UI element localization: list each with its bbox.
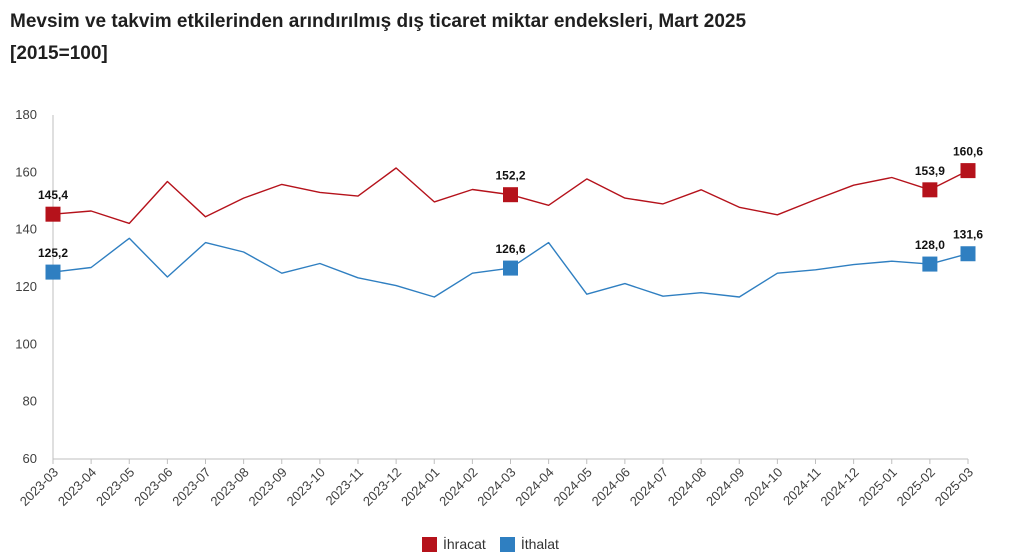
- x-tick-label: 2023-10: [284, 465, 328, 509]
- legend-item-ihracat[interactable]: İhracat: [422, 536, 486, 552]
- x-tick-label: 2023-12: [360, 465, 404, 509]
- x-tick-label: 2025-01: [856, 465, 900, 509]
- data-label: 126,6: [495, 242, 525, 256]
- x-tick-label: 2024-09: [703, 465, 747, 509]
- y-tick-label: 60: [23, 451, 37, 466]
- data-label: 152,2: [495, 169, 525, 183]
- x-tick-label: 2024-07: [627, 465, 671, 509]
- x-tick-label: 2024-03: [474, 465, 518, 509]
- x-tick-label: 2024-12: [817, 465, 861, 509]
- x-tick-label: 2024-02: [436, 465, 480, 509]
- x-tick-label: 2025-03: [932, 465, 976, 509]
- x-tick-label: 2023-09: [246, 465, 290, 509]
- x-tick-label: 2023-05: [93, 465, 137, 509]
- legend-swatch-ithalat: [499, 536, 515, 552]
- x-tick-label: 2024-10: [741, 465, 785, 509]
- data-marker: [45, 264, 61, 280]
- x-tick-label: 2024-06: [589, 465, 633, 509]
- y-tick-label: 180: [15, 107, 37, 122]
- x-tick-label: 2024-11: [780, 465, 824, 509]
- x-tick-label: 2023-04: [55, 465, 99, 509]
- legend-label-ithalat: İthalat: [520, 536, 559, 552]
- y-tick-label: 120: [15, 279, 37, 294]
- data-marker: [45, 206, 61, 222]
- x-tick-label: 2023-07: [169, 465, 213, 509]
- data-marker: [922, 182, 938, 198]
- x-tick-label: 2023-06: [131, 465, 175, 509]
- legend-swatch-ihracat: [422, 536, 437, 552]
- x-tick-label: 2023-08: [207, 465, 251, 509]
- legend-item-ithalat[interactable]: İthalat: [499, 536, 559, 552]
- data-marker: [503, 187, 518, 203]
- x-tick-label: 2024-04: [512, 465, 556, 509]
- chart-title: Mevsim ve takvim etkilerinden arındırılm…: [10, 11, 747, 32]
- data-label: 131,6: [953, 228, 983, 242]
- legend-label-ihracat: İhracat: [443, 536, 486, 552]
- data-marker: [503, 260, 518, 276]
- y-tick-label: 140: [15, 222, 37, 237]
- y-tick-label: 160: [15, 164, 37, 179]
- y-tick-label: 100: [15, 336, 37, 351]
- data-marker: [960, 246, 976, 262]
- x-tick-label: 2024-08: [665, 465, 709, 509]
- chart-subtitle: [2015=100]: [10, 43, 108, 64]
- data-label: 160,6: [953, 145, 983, 159]
- data-label: 125,2: [38, 246, 68, 260]
- data-marker: [922, 256, 938, 272]
- data-label: 145,4: [38, 188, 68, 202]
- x-tick-label: 2023-03: [17, 465, 61, 509]
- legend: İhracat İthalat: [422, 536, 573, 552]
- x-tick-label: 2023-11: [322, 465, 366, 509]
- data-marker: [960, 163, 976, 179]
- x-tick-label: 2024-05: [551, 465, 595, 509]
- x-tick-label: 2025-02: [894, 465, 938, 509]
- y-tick-label: 80: [23, 394, 37, 409]
- data-label: 128,0: [915, 238, 945, 252]
- data-label: 153,9: [915, 164, 945, 178]
- x-tick-label: 2024-01: [398, 465, 442, 509]
